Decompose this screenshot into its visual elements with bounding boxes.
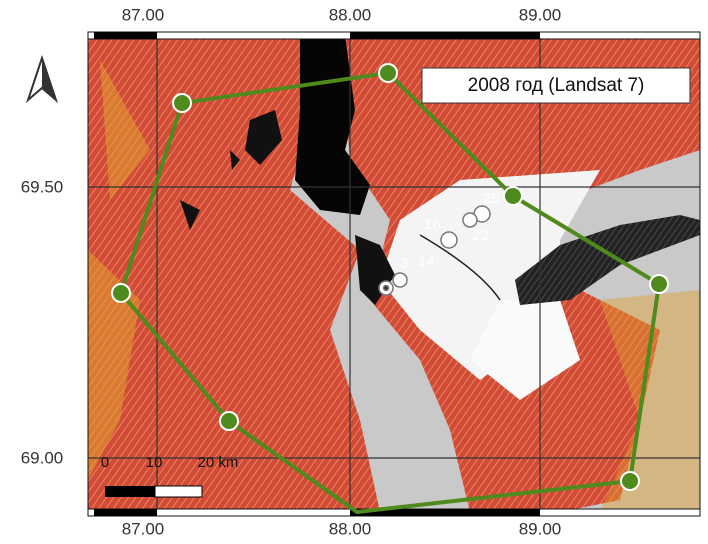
map: 25 16 22 3 14 2008 год (Landsat 7) 0 10 …	[0, 0, 708, 544]
longitude-label: 89.00	[519, 5, 562, 24]
page: 25 16 22 3 14 2008 год (Landsat 7) 0 10 …	[0, 0, 708, 544]
longitude-label: 89.00	[519, 519, 562, 538]
point-label: 25	[483, 190, 500, 207]
scale-label: 20 km	[198, 454, 239, 471]
point-label: 14	[418, 253, 435, 270]
point-label: 16	[424, 216, 441, 233]
latitude-label: 69.50	[21, 177, 64, 196]
scale-bar-black	[105, 486, 155, 497]
map-title: 2008 год (Landsat 7)	[468, 75, 645, 96]
point-label: 3	[400, 255, 408, 272]
scale-bar-white	[155, 486, 202, 497]
scale-label: 0	[101, 454, 109, 471]
latitude-label: 69.00	[21, 448, 64, 467]
point-label: 22	[472, 227, 489, 244]
longitude-label: 87.00	[122, 519, 165, 538]
scale-label: 10	[146, 454, 163, 471]
longitude-label: 88.00	[329, 519, 372, 538]
longitude-label: 87.00	[122, 5, 165, 24]
longitude-label: 88.00	[329, 5, 372, 24]
